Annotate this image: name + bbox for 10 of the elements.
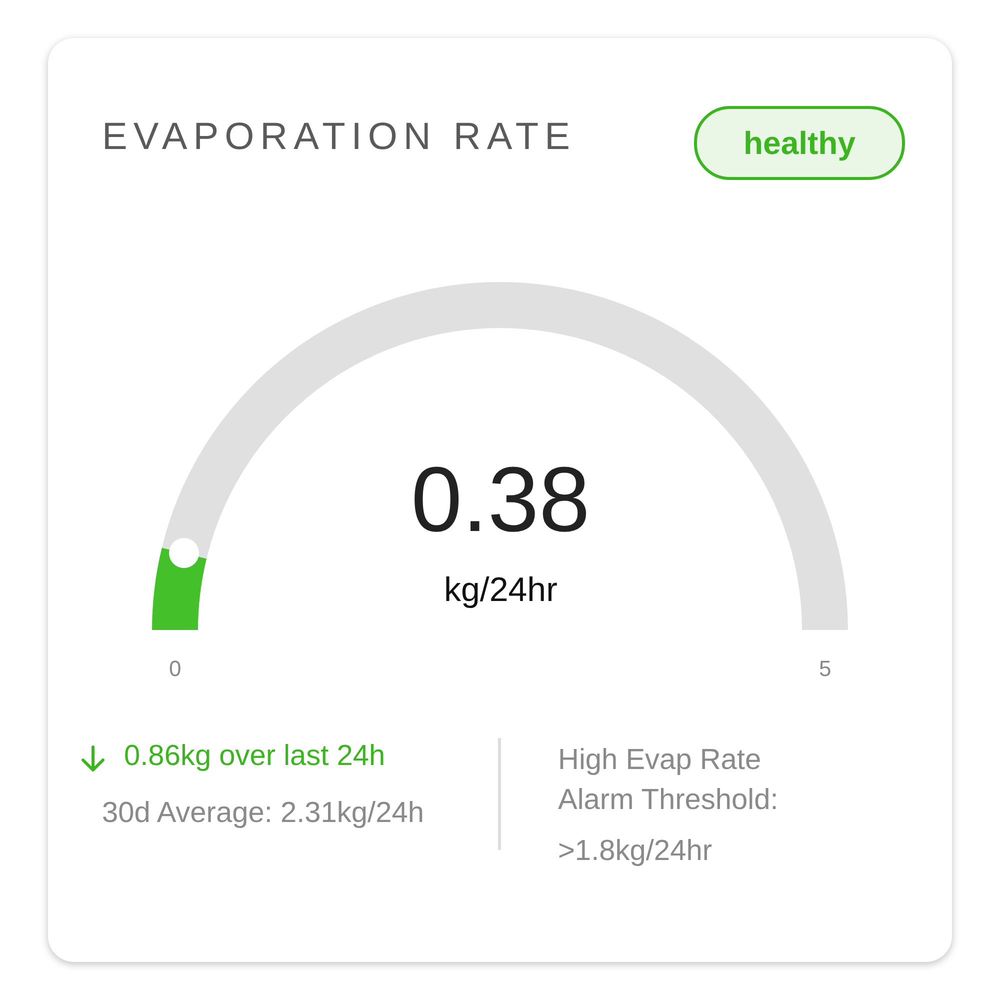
text: 0: [169, 656, 182, 681]
chart-title: EVAPORATION RATE: [102, 116, 576, 159]
text: 5: [819, 656, 832, 681]
text: 30d Average: 2.31kg/24h: [102, 797, 424, 830]
text: 0.38: [411, 449, 590, 551]
text: kg/24hr: [444, 571, 558, 609]
text: 0.86kg over last 24h: [124, 740, 386, 773]
text: High Evap Rate Alarm Threshold:: [558, 743, 780, 818]
text: >1.8kg/24hr: [558, 835, 712, 868]
text: healthy: [694, 106, 905, 180]
